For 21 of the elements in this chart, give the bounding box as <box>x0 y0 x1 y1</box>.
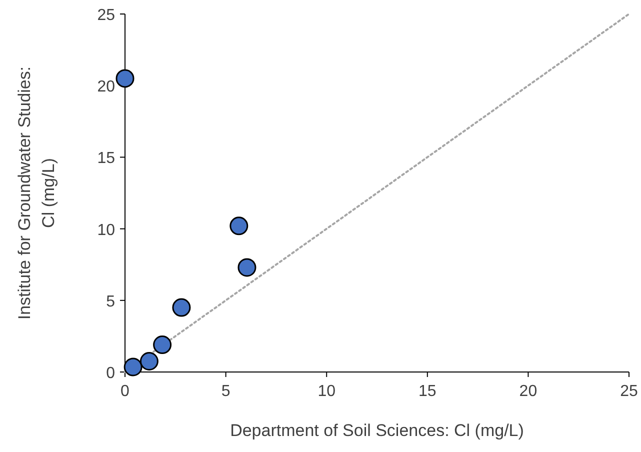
point <box>153 336 172 354</box>
y-tick-label: 20 <box>97 78 116 96</box>
point <box>230 216 248 236</box>
x-axis-title: Department of Soil Sciences: Cl (mg/L) <box>230 421 524 440</box>
point <box>238 258 256 277</box>
x-tick-label: 20 <box>519 383 538 400</box>
y-tick-label: 15 <box>97 150 116 168</box>
y-axis-title: Institute for Groundwater Studies: Cl (mg/L) <box>15 66 58 320</box>
y-tick-label: 5 <box>106 293 116 310</box>
x-tick-label: 15 <box>418 383 436 400</box>
y-tick-label: 10 <box>97 222 116 239</box>
x-tick-label: 5 <box>221 383 230 400</box>
y-tick-label: 0 <box>106 365 116 382</box>
point <box>140 352 158 371</box>
point <box>116 69 134 88</box>
x-tick-label: 0 <box>120 383 130 400</box>
x-tick-label: 25 <box>620 383 638 400</box>
point <box>172 298 191 317</box>
x-tick-label: 10 <box>318 383 336 400</box>
y-tick-label: 25 <box>97 7 116 24</box>
point <box>124 358 142 376</box>
